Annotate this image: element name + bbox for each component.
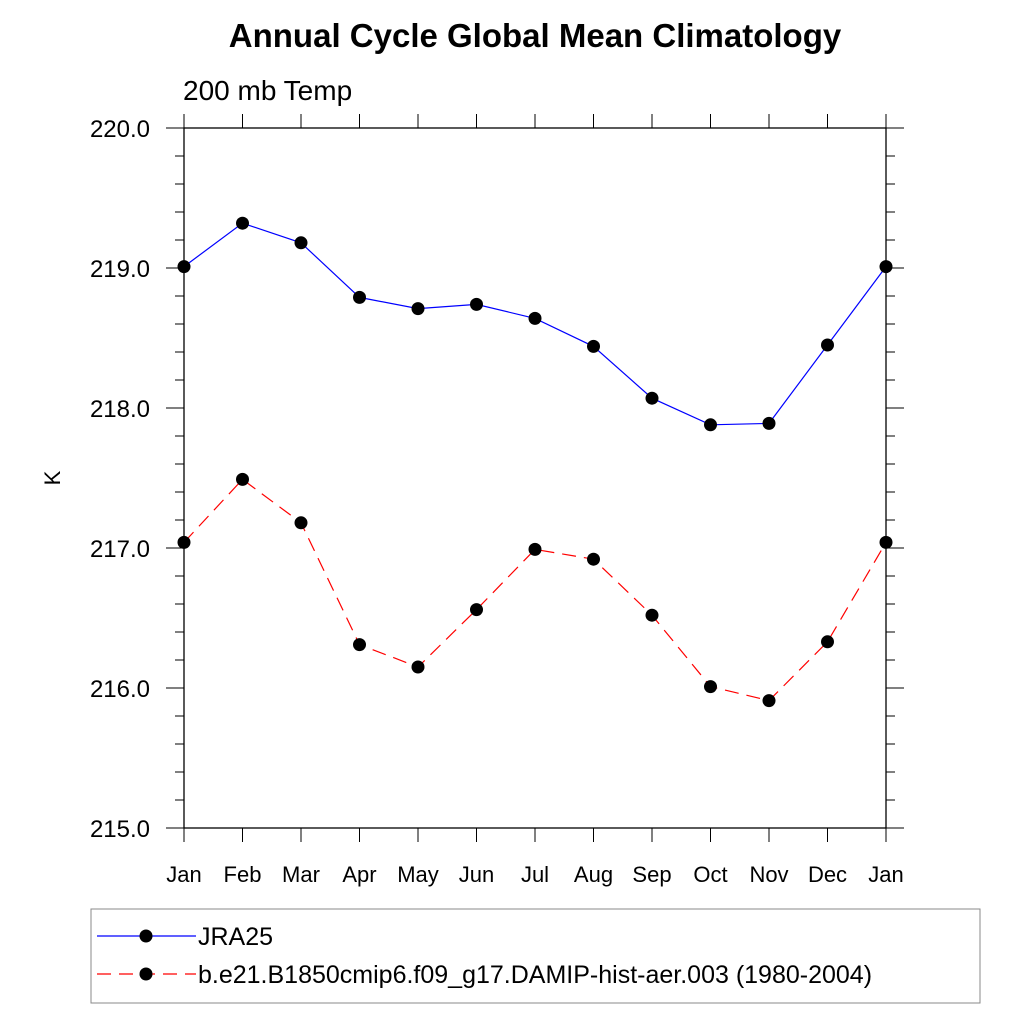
y-tick-labels: 215.0 216.0 217.0 218.0 219.0 220.0 bbox=[90, 116, 150, 843]
x-tick-label: Dec bbox=[808, 862, 847, 887]
data-point bbox=[177, 260, 191, 274]
series-layer bbox=[177, 216, 893, 708]
x-tick-label: Mar bbox=[282, 862, 320, 887]
data-point bbox=[236, 216, 249, 230]
data-point bbox=[762, 416, 776, 430]
data-point bbox=[704, 680, 717, 694]
chart-title: Annual Cycle Global Mean Climatology bbox=[229, 17, 842, 54]
x-tick-label: May bbox=[397, 862, 439, 887]
x-tick-label: Jan bbox=[868, 862, 903, 887]
series-line bbox=[183, 478, 887, 702]
x-tick-label: Oct bbox=[693, 862, 727, 887]
data-point bbox=[353, 638, 366, 652]
data-point bbox=[528, 542, 542, 556]
series-1 bbox=[177, 216, 893, 432]
legend-item: JRA25 bbox=[97, 923, 273, 951]
x-tick-label: Aug bbox=[574, 862, 613, 887]
x-tick-label: Sep bbox=[632, 862, 671, 887]
data-point bbox=[411, 660, 425, 674]
data-point bbox=[704, 418, 717, 432]
axis-ticks bbox=[166, 114, 904, 842]
y-tick-label: 219.0 bbox=[90, 256, 150, 283]
data-point bbox=[879, 535, 893, 549]
x-tick-label: Jun bbox=[459, 862, 494, 887]
data-point bbox=[879, 260, 893, 274]
legend-marker bbox=[139, 929, 153, 943]
data-point bbox=[294, 236, 308, 250]
data-point bbox=[294, 516, 308, 530]
data-point bbox=[645, 391, 659, 405]
data-point bbox=[821, 338, 834, 352]
y-tick-label: 216.0 bbox=[90, 676, 150, 703]
data-point bbox=[470, 603, 483, 617]
legend: JRA25 b.e21.B1850cmip6.f09_g17.DAMIP-hist… bbox=[90, 908, 981, 1004]
data-point bbox=[821, 635, 834, 649]
x-tick-label: Jan bbox=[166, 862, 201, 887]
data-point bbox=[528, 311, 542, 325]
data-point bbox=[762, 694, 776, 708]
chart-subtitle: 200 mb Temp bbox=[183, 75, 352, 106]
legend-box bbox=[90, 908, 981, 1004]
data-point bbox=[177, 535, 191, 549]
y-tick-label: 215.0 bbox=[90, 816, 150, 843]
plot-frame bbox=[183, 127, 887, 829]
legend-marker bbox=[139, 967, 153, 981]
legend-label: b.e21.B1850cmip6.f09_g17.DAMIP-hist-aer.… bbox=[198, 961, 872, 989]
x-tick-label: Jul bbox=[521, 862, 549, 887]
series-2 bbox=[177, 472, 893, 708]
data-point bbox=[470, 297, 483, 311]
y-axis-label: K bbox=[40, 470, 65, 485]
data-point bbox=[236, 472, 249, 486]
x-tick-label: Apr bbox=[342, 862, 376, 887]
data-point bbox=[411, 302, 425, 316]
y-tick-label: 220.0 bbox=[90, 116, 150, 143]
x-tick-label: Nov bbox=[749, 862, 788, 887]
legend-item: b.e21.B1850cmip6.f09_g17.DAMIP-hist-aer.… bbox=[97, 961, 872, 989]
y-tick-label: 218.0 bbox=[90, 396, 150, 423]
data-point bbox=[353, 290, 366, 304]
x-tick-label: Feb bbox=[224, 862, 262, 887]
data-point bbox=[587, 552, 600, 566]
y-tick-label: 217.0 bbox=[90, 536, 150, 563]
data-point bbox=[645, 608, 659, 622]
data-point bbox=[587, 339, 600, 353]
x-tick-labels: Jan Feb Mar Apr May Jun Jul Aug Sep Oct Nov Dec Jan bbox=[166, 862, 903, 887]
legend-label: JRA25 bbox=[198, 923, 273, 951]
